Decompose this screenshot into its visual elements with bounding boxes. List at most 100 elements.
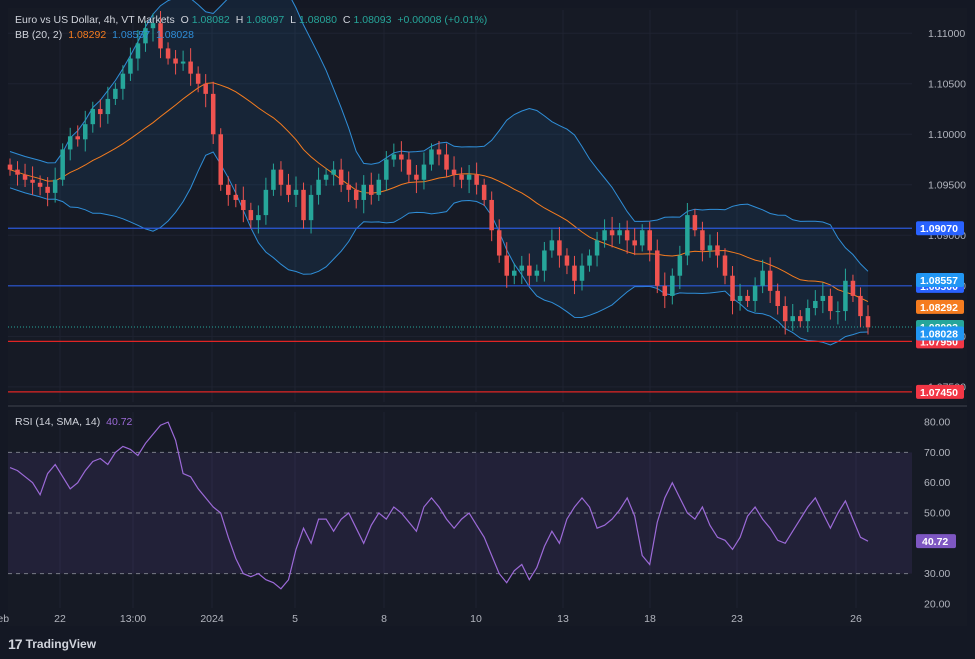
- rsi-value: 40.72: [106, 416, 133, 428]
- candle-body: [22, 174, 28, 180]
- candle-body: [399, 154, 404, 160]
- candle-body: [286, 184, 291, 195]
- candle-body: [331, 169, 336, 175]
- candle-body: [790, 316, 795, 322]
- candle-body: [308, 194, 314, 221]
- candle-body: [338, 169, 344, 185]
- rsi-axis-tick: 80.00: [924, 417, 950, 429]
- candle-body: [256, 215, 261, 221]
- price-axis-tick: 1.09500: [928, 179, 966, 191]
- candle-body: [271, 169, 276, 190]
- candle-body: [60, 149, 65, 180]
- candle-body: [195, 73, 201, 84]
- level-tag-box: [916, 384, 964, 399]
- candle-body: [609, 230, 615, 236]
- candle-body: [143, 28, 148, 44]
- candle-body: [745, 295, 750, 301]
- candle-body: [105, 98, 111, 115]
- time-axis-tick: 18: [644, 613, 656, 625]
- candle-body: [406, 159, 412, 175]
- level-tag-label: 1.07450: [920, 387, 958, 399]
- rsi-legend: RSI (14, SMA, 14) 40.72: [15, 416, 135, 428]
- rsi-label[interactable]: RSI (14, SMA, 14): [15, 416, 101, 428]
- close-label: C: [342, 14, 351, 26]
- candle-body: [782, 306, 788, 322]
- candle-body: [602, 230, 607, 241]
- open-value: 1.08082: [191, 14, 230, 26]
- bb-label[interactable]: BB (20, 2): [15, 29, 63, 41]
- bb-lower-value: 1.08028: [155, 29, 194, 41]
- rsi-axis-tick: 20.00: [924, 598, 950, 610]
- candle-body: [639, 230, 645, 246]
- candle-body: [549, 240, 555, 251]
- candle-body: [361, 184, 366, 200]
- candle-body: [805, 308, 811, 322]
- candle-body: [391, 154, 397, 160]
- candle-body: [534, 270, 540, 276]
- high-value: 1.08097: [246, 14, 285, 26]
- candle-body: [564, 255, 570, 266]
- change-value: +0.00008 (+0.01%): [397, 14, 488, 26]
- rsi-axis-tick: 30.00: [924, 568, 950, 580]
- candle-body: [301, 189, 306, 221]
- price-axis-tick: 1.10000: [928, 129, 966, 141]
- candle-body: [655, 250, 660, 286]
- candle-body: [384, 159, 389, 180]
- candle-body: [647, 230, 652, 251]
- candle-body: [323, 174, 329, 180]
- price-tag-label: 1.08028: [920, 329, 958, 341]
- bb-upper-value: 1.08557: [112, 29, 151, 41]
- price-tag-label: 1.08557: [920, 275, 958, 287]
- high-label: H: [235, 14, 244, 26]
- close-value: 1.08093: [353, 14, 392, 26]
- candle-body: [45, 186, 50, 193]
- candle-body: [218, 134, 223, 185]
- candle-body: [865, 316, 871, 328]
- candle-body: [617, 230, 622, 236]
- candle-body: [158, 23, 163, 49]
- price-tag-box: [916, 326, 964, 341]
- ohlc-legend: Euro vs US Dollar, 4h, VT Markets O 1.080…: [15, 14, 490, 26]
- candle-body: [700, 230, 705, 251]
- candle-body: [90, 109, 96, 125]
- candle-body: [715, 245, 720, 256]
- rsi-line: [9, 421, 869, 590]
- rsi-current-label: 40.72: [922, 536, 948, 548]
- symbol-title[interactable]: Euro vs US Dollar, 4h, VT Markets: [15, 14, 175, 26]
- bb-basis-value: 1.08292: [68, 29, 107, 41]
- candle-body: [135, 43, 141, 59]
- candle-body: [421, 164, 427, 180]
- candle-body: [730, 275, 735, 301]
- tradingview-logo-text: TradingView: [25, 637, 97, 651]
- tradingview-logo[interactable]: 17 TradingView: [8, 636, 96, 652]
- candle-body: [474, 174, 479, 185]
- candle-body: [850, 280, 856, 296]
- candle-body: [835, 311, 841, 313]
- candle-body: [481, 184, 487, 200]
- candle-body: [369, 184, 374, 195]
- candle-body: [436, 149, 442, 155]
- time-axis-tick: 26: [850, 613, 862, 625]
- candle-body: [67, 136, 73, 150]
- price-tag-box: [916, 299, 964, 314]
- candle-body: [376, 179, 382, 195]
- candle-body: [677, 255, 683, 276]
- time-axis-tick: 22: [54, 613, 66, 625]
- candle-body: [353, 189, 359, 200]
- level-tag-box: [916, 221, 964, 236]
- candle-body: [451, 169, 457, 175]
- rsi-current-box: [916, 534, 956, 549]
- rsi-pane-bg: [8, 410, 967, 626]
- candle-body: [15, 169, 20, 175]
- candle-body: [496, 230, 502, 256]
- candle-body: [813, 300, 818, 309]
- low-label: L: [290, 14, 297, 26]
- time-axis-tick: Feb: [0, 613, 9, 625]
- candle-body: [692, 215, 698, 231]
- candle-body: [316, 179, 321, 195]
- time-axis-tick: 23: [731, 613, 743, 625]
- price-tag-label: 1.08292: [920, 302, 958, 314]
- time-axis-tick: 13:00: [120, 613, 146, 625]
